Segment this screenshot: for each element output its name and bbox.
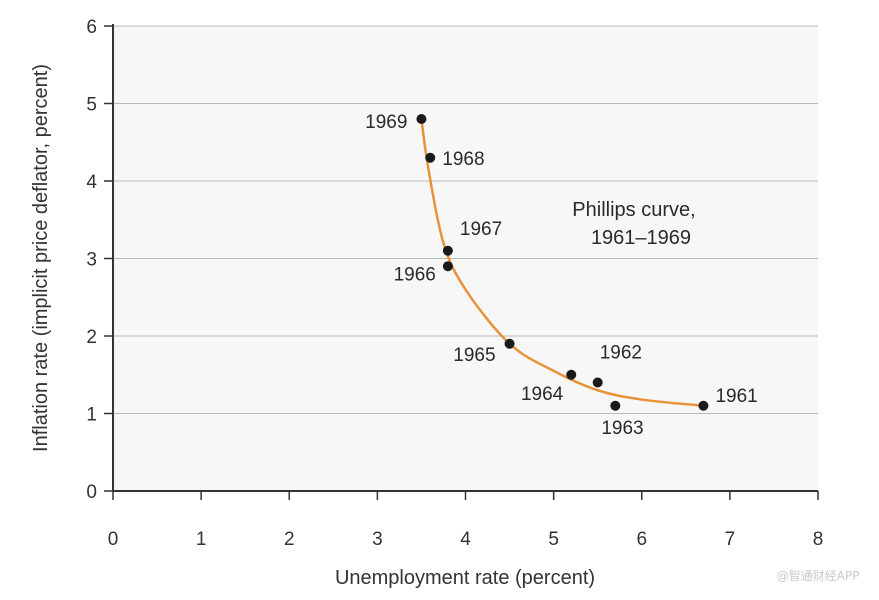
data-point-1964 [566,369,577,380]
x-tick-label: 0 [108,529,119,550]
curve-annotation-line1: Phillips curve, [572,199,695,221]
data-point-1968 [425,152,436,163]
y-tick-label: 4 [86,172,97,193]
x-tick-label: 5 [548,529,559,550]
point-label-1961: 1961 [715,386,757,407]
y-tick-label: 0 [86,482,97,503]
data-point-1969 [416,114,427,124]
point-label-1966: 1966 [394,264,436,285]
point-label-1962: 1962 [600,343,642,364]
data-point-1966 [442,261,453,272]
curve-annotation-line2: 1961–1969 [591,227,691,249]
point-label-1964: 1964 [521,384,564,405]
y-tick-label: 2 [86,327,97,348]
x-tick-label: 7 [725,529,736,550]
point-label-1969: 1969 [365,112,407,133]
y-axis-title: Inflation rate (implicit price deflator,… [30,64,52,452]
x-tick-label: 6 [636,529,647,550]
point-label-1968: 1968 [442,149,484,170]
watermark-text: @智通财经APP [777,568,860,583]
x-tick-label: 8 [813,529,824,550]
x-tick-label: 3 [372,529,383,550]
data-point-1963 [610,400,621,411]
data-point-1965 [504,338,515,349]
data-point-1967 [442,245,453,256]
data-point-1962 [592,377,603,388]
point-label-1967: 1967 [460,219,502,240]
x-tick-label: 2 [284,529,295,550]
y-tick-label: 6 [86,17,97,38]
point-label-1965: 1965 [453,345,495,366]
y-tick-label: 5 [86,95,97,116]
point-label-1963: 1963 [601,418,643,439]
y-tick-label: 3 [86,250,97,271]
x-tick-label: 1 [196,529,207,550]
y-tick-label: 1 [86,405,97,426]
data-point-1961 [698,400,709,411]
x-axis-title: Unemployment rate (percent) [335,567,595,589]
x-tick-label: 4 [460,529,471,550]
